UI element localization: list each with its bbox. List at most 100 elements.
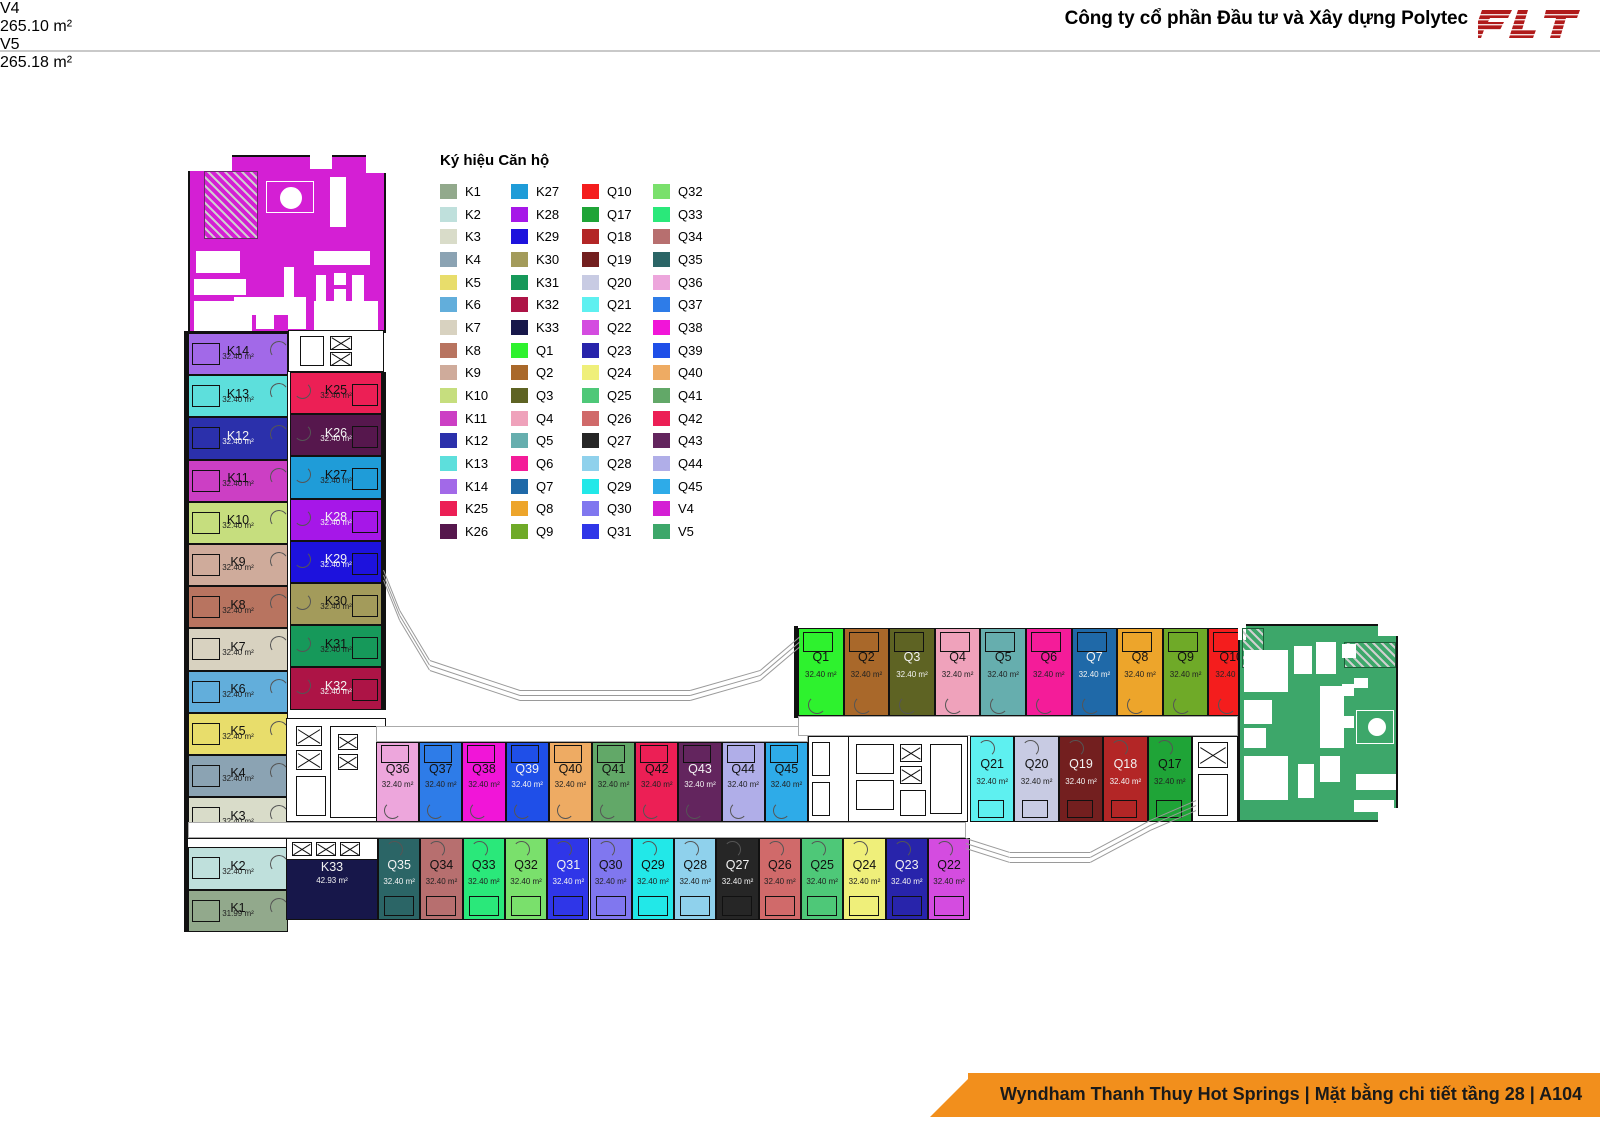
apartment-unit-q36[interactable]: Q36 32.40 m²	[376, 742, 420, 822]
apartment-unit-q2[interactable]: Q2 32.40 m²	[843, 628, 890, 716]
apartment-unit-q3[interactable]: Q3 32.40 m²	[889, 628, 935, 716]
legend-item-q20[interactable]: Q20	[582, 271, 653, 294]
legend-item-q19[interactable]: Q19	[582, 248, 653, 271]
apartment-unit-k25[interactable]: K25 32.40 m²	[290, 372, 382, 415]
legend-item-q34[interactable]: Q34	[653, 225, 724, 248]
legend-item-k25[interactable]: K25	[440, 498, 511, 521]
legend-item-k5[interactable]: K5	[440, 271, 511, 294]
apartment-unit-q39[interactable]: Q39 32.40 m²	[505, 742, 549, 822]
legend-item-k12[interactable]: K12	[440, 430, 511, 453]
legend-item-k33[interactable]: K33	[511, 316, 582, 339]
apartment-unit-k31[interactable]: K31 32.40 m²	[290, 625, 382, 668]
apartment-unit-k8[interactable]: K8 32.40 m²	[188, 586, 288, 629]
legend-item-q10[interactable]: Q10	[582, 180, 653, 203]
legend-item-q25[interactable]: Q25	[582, 384, 653, 407]
apartment-unit-q6[interactable]: Q6 32.40 m²	[1026, 628, 1072, 716]
legend-item-k11[interactable]: K11	[440, 407, 511, 430]
apartment-unit-q21[interactable]: Q21 32.40 m²	[970, 736, 1015, 822]
legend-item-v4[interactable]: V4	[653, 498, 724, 521]
legend-item-q2[interactable]: Q2	[511, 362, 582, 385]
legend-item-k14[interactable]: K14	[440, 475, 511, 498]
apartment-unit-k7[interactable]: K7 32.40 m²	[188, 628, 288, 671]
apartment-unit-q40[interactable]: Q40 32.40 m²	[548, 742, 592, 822]
legend-item-q44[interactable]: Q44	[653, 452, 724, 475]
legend-item-q39[interactable]: Q39	[653, 339, 724, 362]
apartment-unit-k32[interactable]: K32 32.40 m²	[290, 667, 382, 710]
legend-item-q45[interactable]: Q45	[653, 475, 724, 498]
apartment-unit-q7[interactable]: Q7 32.40 m²	[1071, 628, 1118, 716]
legend-item-k29[interactable]: K29	[511, 225, 582, 248]
apartment-unit-q37[interactable]: Q37 32.40 m²	[419, 742, 463, 822]
apartment-unit-k1[interactable]: K1 31.99 m²	[188, 889, 288, 932]
legend-item-k26[interactable]: K26	[440, 520, 511, 543]
legend-item-k1[interactable]: K1	[440, 180, 511, 203]
apartment-unit-q44[interactable]: Q44 32.40 m²	[721, 742, 765, 822]
legend-item-k31[interactable]: K31	[511, 271, 582, 294]
apartment-unit-k30[interactable]: K30 32.40 m²	[290, 583, 382, 626]
legend-item-q18[interactable]: Q18	[582, 225, 653, 248]
legend-item-q3[interactable]: Q3	[511, 384, 582, 407]
legend-item-q5[interactable]: Q5	[511, 430, 582, 453]
legend-item-k9[interactable]: K9	[440, 362, 511, 385]
legend-item-q28[interactable]: Q28	[582, 452, 653, 475]
legend-item-q23[interactable]: Q23	[582, 339, 653, 362]
apartment-unit-q38[interactable]: Q38 32.40 m²	[462, 742, 506, 822]
legend-item-q26[interactable]: Q26	[582, 407, 653, 430]
apartment-unit-q4[interactable]: Q4 32.40 m²	[934, 628, 981, 716]
legend-item-q30[interactable]: Q30	[582, 498, 653, 521]
legend-item-k13[interactable]: K13	[440, 452, 511, 475]
legend-item-q27[interactable]: Q27	[582, 430, 653, 453]
apartment-unit-k13[interactable]: K13 32.40 m²	[188, 375, 288, 418]
legend-item-q32[interactable]: Q32	[653, 180, 724, 203]
apartment-unit-q5[interactable]: Q5 32.40 m²	[980, 628, 1026, 716]
apartment-unit-k28[interactable]: K28 32.40 m²	[290, 498, 382, 541]
legend-item-q37[interactable]: Q37	[653, 293, 724, 316]
legend-item-q42[interactable]: Q42	[653, 407, 724, 430]
legend-item-q31[interactable]: Q31	[582, 520, 653, 543]
legend-item-k10[interactable]: K10	[440, 384, 511, 407]
legend-item-q22[interactable]: Q22	[582, 316, 653, 339]
legend-item-k30[interactable]: K30	[511, 248, 582, 271]
apartment-unit-q31[interactable]: Q31 32.40 m²	[547, 838, 590, 920]
apartment-unit-k2[interactable]: K2 32.40 m²	[188, 847, 288, 890]
legend-item-q33[interactable]: Q33	[653, 203, 724, 226]
legend-item-q8[interactable]: Q8	[511, 498, 582, 521]
legend-item-q6[interactable]: Q6	[511, 452, 582, 475]
legend-item-q1[interactable]: Q1	[511, 339, 582, 362]
apartment-unit-q41[interactable]: Q41 32.40 m²	[592, 742, 636, 822]
apartment-unit-k10[interactable]: K10 32.40 m²	[188, 501, 288, 544]
legend-item-q36[interactable]: Q36	[653, 271, 724, 294]
legend-item-q35[interactable]: Q35	[653, 248, 724, 271]
apartment-unit-k27[interactable]: K27 32.40 m²	[290, 456, 382, 499]
legend-item-q38[interactable]: Q38	[653, 316, 724, 339]
apartment-unit-k5[interactable]: K5 32.40 m²	[188, 712, 288, 755]
apartment-unit-q19[interactable]: Q19 32.40 m²	[1058, 736, 1104, 822]
legend-item-q24[interactable]: Q24	[582, 362, 653, 385]
apartment-unit-q35[interactable]: Q35 32.40 m²	[378, 838, 421, 920]
apartment-unit-q45[interactable]: Q45 32.40 m²	[764, 742, 808, 822]
apartment-unit-k12[interactable]: K12 32.40 m²	[188, 417, 288, 460]
legend-item-q41[interactable]: Q41	[653, 384, 724, 407]
legend-item-q21[interactable]: Q21	[582, 293, 653, 316]
apartment-unit-q43[interactable]: Q43 32.40 m²	[678, 742, 722, 822]
apartment-unit-q42[interactable]: Q42 32.40 m²	[635, 742, 679, 822]
apartment-unit-k26[interactable]: K26 32.40 m²	[290, 414, 382, 457]
apartment-unit-q1[interactable]: Q1 32.40 m²	[798, 628, 844, 716]
legend-item-v5[interactable]: V5	[653, 520, 724, 543]
legend-item-k27[interactable]: K27	[511, 180, 582, 203]
apartment-unit-q9[interactable]: Q9 32.40 m²	[1162, 628, 1209, 716]
apartment-unit-k14[interactable]: K14 32.40 m²	[188, 333, 288, 376]
apartment-unit-k6[interactable]: K6 32.40 m²	[188, 670, 288, 713]
legend-item-q9[interactable]: Q9	[511, 520, 582, 543]
legend-item-k7[interactable]: K7	[440, 316, 511, 339]
apartment-unit-q18[interactable]: Q18 32.40 m²	[1103, 736, 1148, 822]
apartment-unit-k4[interactable]: K4 32.40 m²	[188, 755, 288, 798]
legend-item-q17[interactable]: Q17	[582, 203, 653, 226]
apartment-unit-q8[interactable]: Q8 32.40 m²	[1117, 628, 1163, 716]
apartment-unit-q17[interactable]: Q17 32.40 m²	[1147, 736, 1192, 822]
legend-item-k6[interactable]: K6	[440, 293, 511, 316]
legend-item-k28[interactable]: K28	[511, 203, 582, 226]
legend-item-k3[interactable]: K3	[440, 225, 511, 248]
apartment-unit-k29[interactable]: K29 32.40 m²	[290, 540, 382, 583]
legend-item-k8[interactable]: K8	[440, 339, 511, 362]
